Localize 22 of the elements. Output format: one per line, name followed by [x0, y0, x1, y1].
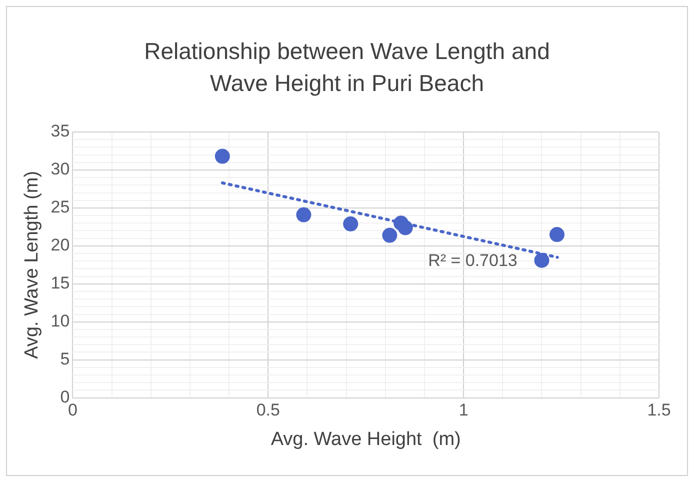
point	[534, 252, 550, 268]
y-tick-label: 5	[60, 350, 70, 369]
y-tick-label: 10	[50, 312, 70, 331]
x-tick-label: 0.5	[256, 400, 280, 420]
x-axis-title: Avg. Wave Height (m)	[270, 428, 461, 450]
x-tick-label: 1.5	[647, 400, 671, 420]
y-tick-label: 15	[50, 274, 70, 293]
x-tick-label: 1	[458, 400, 468, 420]
point	[382, 228, 398, 243]
y-tick-label: 35	[50, 122, 70, 141]
y-tick-label: 20	[50, 236, 70, 255]
annotation: R² = 0.7013	[428, 250, 518, 270]
point	[398, 220, 413, 236]
point	[214, 148, 230, 164]
point	[296, 207, 312, 222]
point	[549, 227, 564, 242]
chart-title: Relationship between Wave Length and Wave Height in Puri Beach	[143, 37, 551, 98]
point	[343, 216, 358, 232]
y-tick-label: 25	[50, 198, 70, 217]
y-axis-title: Avg. Wave Length (m)	[22, 170, 43, 359]
y-tick-label: 30	[50, 160, 70, 179]
y-tick-label: 0	[60, 387, 70, 406]
